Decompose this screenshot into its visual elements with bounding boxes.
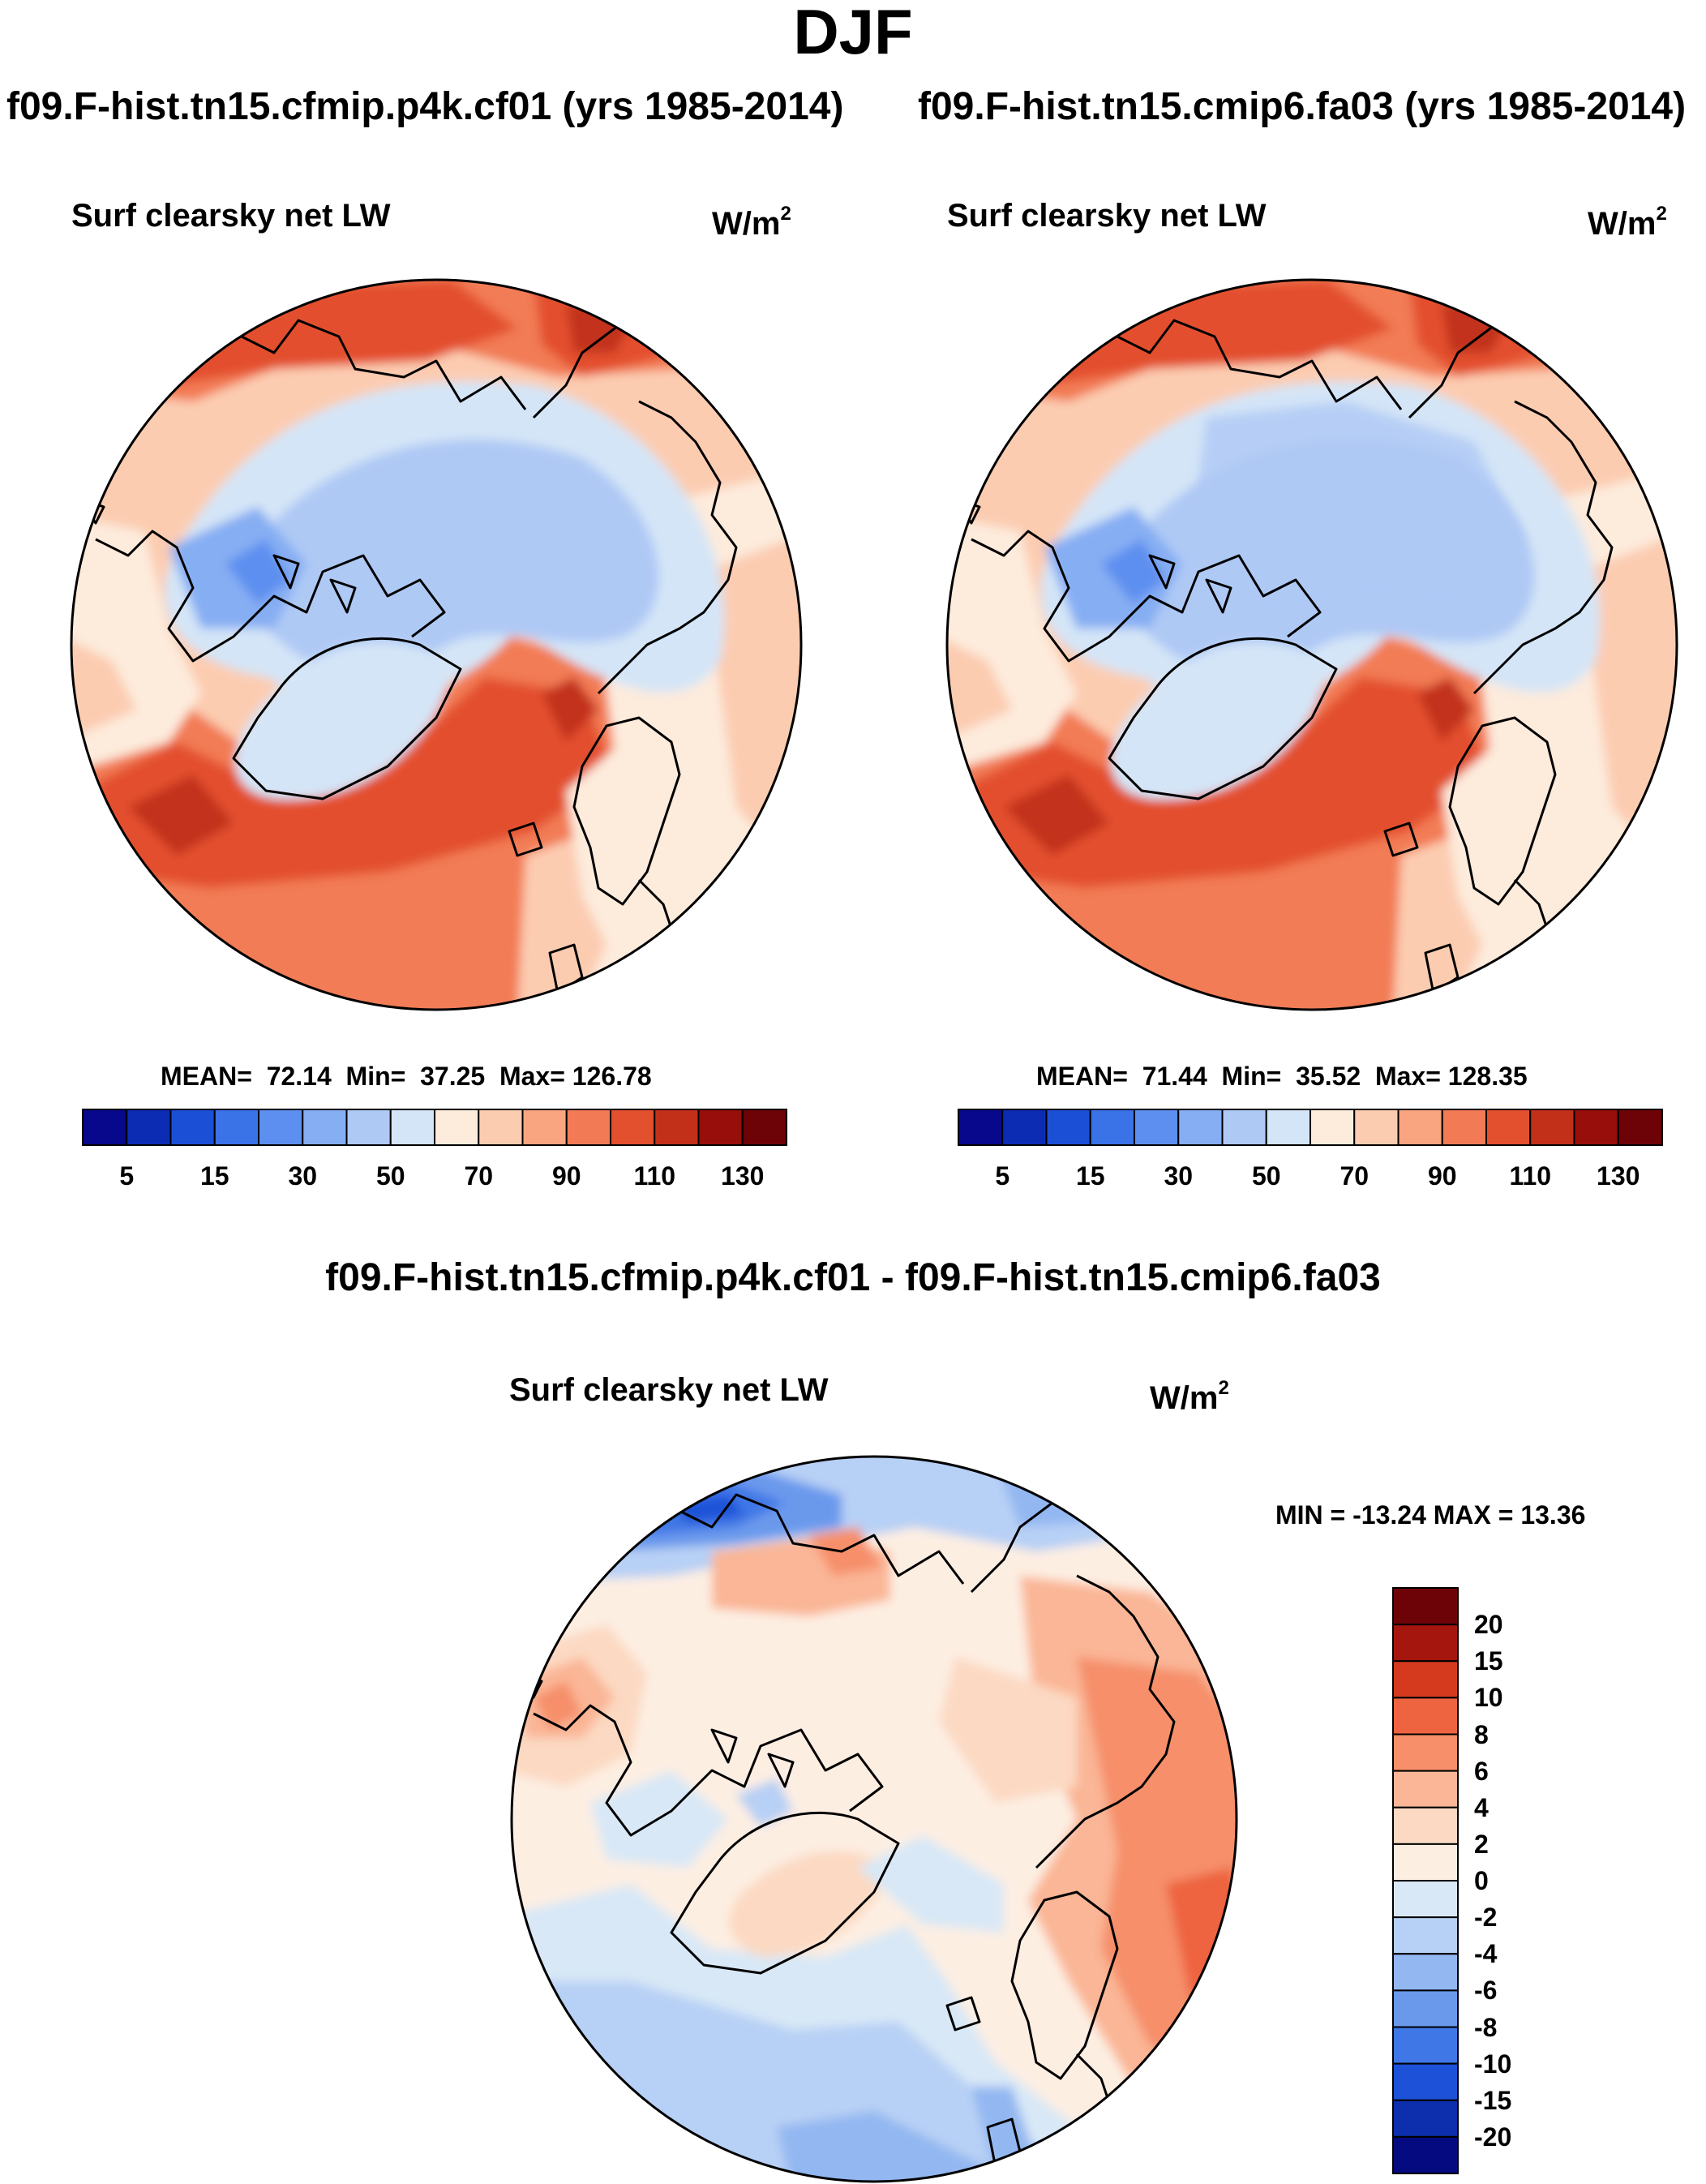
colorbar-tick-label: -6 (1474, 1976, 1498, 2006)
colorbar-box (1392, 1806, 1459, 1845)
diff-colorbar (1392, 1587, 1459, 2174)
colorbar-box (1392, 1880, 1459, 1919)
colorbar-box (1573, 1109, 1619, 1146)
colorbar-tick-label: 130 (721, 1161, 765, 1191)
colorbar-box (345, 1109, 392, 1146)
colorbar-tick-label: -2 (1474, 1903, 1498, 1933)
colorbar-box (1617, 1109, 1663, 1146)
colorbar-box (1392, 2099, 1459, 2138)
colorbar-tick-label: -15 (1474, 2085, 1512, 2115)
colorbar-box (1392, 1916, 1459, 1955)
panel-a-variable: Surf clearsky net LW (71, 198, 391, 234)
colorbar-tick-label: 5 (119, 1161, 135, 1191)
colorbar-box (1392, 2062, 1459, 2101)
colorbar-tick-label: -20 (1474, 2122, 1512, 2152)
colorbar-tick-label: 70 (464, 1161, 494, 1191)
colorbar-box (126, 1109, 172, 1146)
colorbar-box (1392, 1660, 1459, 1699)
panel-b-map (945, 278, 1678, 1011)
colorbar-tick-label: 10 (1474, 1683, 1503, 1713)
colorbar-tick-label: 2 (1474, 1829, 1489, 1859)
panel-a-title: f09.F-hist.tn15.cfmip.p4k.cf01 (yrs 1985… (6, 85, 844, 128)
diff-units: W/m2 (1150, 1377, 1229, 1416)
colorbar-box (1392, 1770, 1459, 1809)
colorbar-box (958, 1109, 1004, 1146)
colorbar-tick-label: -10 (1474, 2049, 1512, 2079)
colorbar-box (1392, 2135, 1459, 2174)
colorbar-box (213, 1109, 259, 1146)
colorbar-box (1392, 2026, 1459, 2065)
diff-map (510, 1455, 1238, 2183)
colorbar-box (1485, 1109, 1532, 1146)
colorbar-tick-label: 90 (1427, 1161, 1457, 1191)
colorbar-box (434, 1109, 480, 1146)
colorbar-tick-label: 90 (551, 1161, 581, 1191)
diff-title: f09.F-hist.tn15.cfmip.p4k.cf01 - f09.F-h… (325, 1256, 1381, 1299)
colorbar-box (1397, 1109, 1443, 1146)
panel-b-units: W/m2 (1588, 203, 1667, 242)
colorbar-tick-label: 5 (995, 1161, 1010, 1191)
colorbar-box (1392, 1624, 1459, 1663)
colorbar-box (1392, 1953, 1459, 1992)
diff-minmax: MIN = -13.24 MAX = 13.36 (1275, 1500, 1586, 1530)
colorbar-tick-label: 50 (1251, 1161, 1281, 1191)
panel-b-title: f09.F-hist.tn15.cmip6.fa03 (yrs 1985-201… (918, 85, 1687, 128)
panel-b-variable: Surf clearsky net LW (947, 198, 1267, 234)
colorbar-tick-label: 130 (1597, 1161, 1640, 1191)
colorbar-box (1134, 1109, 1180, 1146)
colorbar-tick-label: 30 (288, 1161, 318, 1191)
colorbar-tick-label: 20 (1474, 1610, 1503, 1640)
colorbar-tick-label: 15 (199, 1161, 229, 1191)
colorbar-box (741, 1109, 787, 1146)
colorbar-box (389, 1109, 435, 1146)
panel-a-units: W/m2 (712, 203, 791, 242)
colorbar-box (1265, 1109, 1311, 1146)
colorbar-box (82, 1109, 128, 1146)
colorbar-tick-label: 15 (1075, 1161, 1105, 1191)
colorbar-box (302, 1109, 348, 1146)
colorbar-tick-label: -8 (1474, 2012, 1498, 2042)
colorbar-tick-label: -4 (1474, 1939, 1498, 1969)
colorbar-tick-label: 30 (1164, 1161, 1194, 1191)
panel-a-colorbar (82, 1109, 787, 1146)
colorbar-box (1089, 1109, 1135, 1146)
panel-b-stats: MEAN= 71.44 Min= 35.52 Max= 128.35 (1036, 1062, 1528, 1091)
colorbar-tick-label: 50 (375, 1161, 405, 1191)
colorbar-box (1310, 1109, 1356, 1146)
colorbar-box (1529, 1109, 1575, 1146)
colorbar-box (1353, 1109, 1400, 1146)
colorbar-box (697, 1109, 744, 1146)
colorbar-tick-label: 110 (633, 1161, 676, 1191)
colorbar-box (169, 1109, 216, 1146)
colorbar-box (1392, 1697, 1459, 1736)
colorbar-box (521, 1109, 568, 1146)
colorbar-box (1392, 1587, 1459, 1626)
colorbar-box (1001, 1109, 1048, 1146)
colorbar-box (1441, 1109, 1487, 1146)
season-title: DJF (793, 0, 913, 67)
colorbar-box (1392, 1733, 1459, 1772)
colorbar-box (610, 1109, 656, 1146)
colorbar-tick-label: 0 (1474, 1866, 1489, 1895)
colorbar-box (1221, 1109, 1267, 1146)
colorbar-tick-label: 110 (1509, 1161, 1552, 1191)
colorbar-box (1392, 1989, 1459, 2028)
colorbar-box (1177, 1109, 1224, 1146)
panel-b-colorbar (958, 1109, 1663, 1146)
colorbar-box (565, 1109, 611, 1146)
colorbar-box (654, 1109, 700, 1146)
colorbar-tick-label: 8 (1474, 1719, 1489, 1749)
colorbar-tick-label: 15 (1474, 1646, 1503, 1676)
colorbar-box (478, 1109, 524, 1146)
colorbar-tick-label: 70 (1340, 1161, 1370, 1191)
panel-a-stats: MEAN= 72.14 Min= 37.25 Max= 126.78 (161, 1062, 652, 1091)
diff-variable: Surf clearsky net LW (509, 1372, 829, 1408)
colorbar-box (1392, 1843, 1459, 1882)
panel-a-map (70, 278, 803, 1011)
colorbar-box (1045, 1109, 1091, 1146)
colorbar-tick-label: 4 (1474, 1792, 1489, 1822)
colorbar-box (258, 1109, 304, 1146)
colorbar-tick-label: 6 (1474, 1756, 1489, 1786)
